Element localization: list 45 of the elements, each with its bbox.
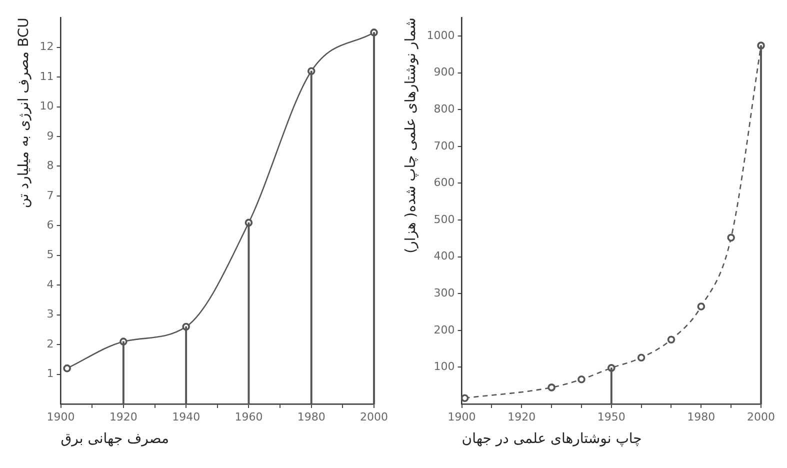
y-tick-label: 10 — [40, 100, 54, 113]
y-tick-label: 200 — [434, 323, 455, 336]
x-axis-title: مصرف جهانی برق — [60, 431, 169, 448]
x-tick-label: 1940 — [172, 410, 200, 424]
point — [578, 375, 586, 384]
x-tick-label: 2000 — [360, 410, 388, 424]
y-tick-label: 6 — [46, 218, 54, 232]
y-tick-label: 5 — [46, 248, 54, 262]
y-tick-label: 2 — [46, 337, 54, 350]
x-tick-label: 1950 — [597, 410, 626, 424]
point — [63, 364, 71, 372]
y-tick-label: 1 — [46, 367, 54, 380]
y-tick-label: 500 — [434, 212, 455, 226]
y-tick-label: 7 — [46, 188, 54, 202]
x-tick-label: 1980 — [687, 410, 716, 424]
y-tick-label: 11 — [40, 70, 54, 83]
point — [637, 354, 646, 362]
y-tick-label: 900 — [434, 66, 455, 79]
x-tick-label: 2000 — [747, 410, 776, 424]
y-tick-label: 8 — [46, 159, 54, 172]
point — [460, 394, 469, 402]
x-tick-label: 1900 — [448, 410, 476, 424]
x-tick-label: 1900 — [46, 410, 75, 424]
point — [667, 336, 676, 344]
point — [697, 302, 706, 310]
y-axis-title: مصرف انرژی به میلیارد تن BCU — [16, 18, 32, 208]
y-tick-label: 800 — [434, 102, 455, 116]
y-tick-label: 4 — [46, 278, 54, 291]
y-tick-label: 3 — [46, 308, 54, 321]
x-axis-title: چاپ نوشتارهای علمی در جهان — [462, 431, 642, 448]
y-tick-label: 700 — [434, 139, 455, 152]
y-axis-title: شمار نوشتارهای علمی چاپ شده( هزار) — [403, 18, 420, 254]
x-tick-label: 1960 — [234, 410, 263, 424]
y-tick-label: 9 — [46, 129, 54, 142]
x-tick-label: 1920 — [109, 410, 138, 424]
x-tick-label: 1980 — [297, 410, 326, 424]
x-tick-label: 1920 — [508, 410, 536, 424]
y-tick-label: 400 — [434, 250, 455, 263]
y-tick-label: 600 — [434, 176, 455, 190]
y-tick-label: 300 — [434, 286, 455, 300]
point — [548, 384, 556, 392]
y-tick-label: 100 — [434, 360, 455, 374]
y-tick-label: 12 — [40, 40, 54, 54]
point — [727, 234, 735, 242]
y-tick-label: 1000 — [426, 28, 455, 42]
